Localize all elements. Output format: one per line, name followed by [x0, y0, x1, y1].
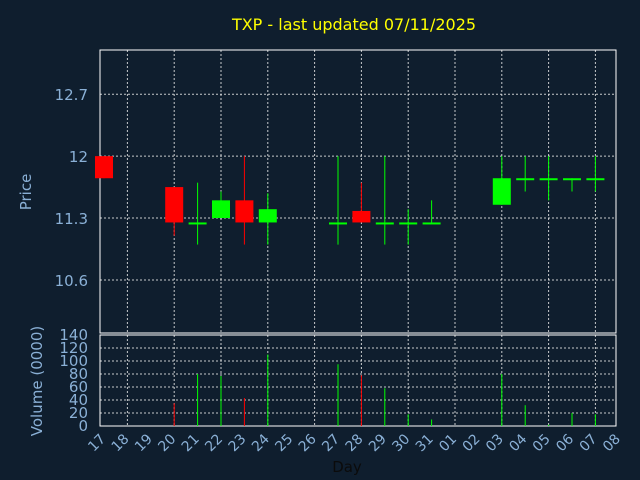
x-tick-label: 05 — [530, 431, 554, 455]
x-tick-label: 25 — [272, 431, 296, 455]
x-tick-label: 17 — [85, 431, 109, 455]
candle — [352, 182, 371, 223]
price-tick-label: 10.6 — [55, 272, 88, 290]
candle — [492, 156, 511, 205]
volume-frame — [99, 334, 617, 427]
price-tick-label: 12.7 — [55, 86, 88, 104]
x-tick-label: 28 — [343, 431, 367, 455]
x-tick-label: 19 — [132, 431, 156, 455]
candle — [329, 156, 347, 245]
candle-body — [95, 156, 113, 179]
volume-tick-label: 120 — [59, 339, 88, 357]
x-tick-label: 01 — [436, 431, 460, 455]
candle-body — [329, 222, 347, 225]
x-tick-label: 03 — [483, 431, 507, 455]
candle — [516, 156, 535, 192]
candle — [563, 178, 581, 192]
candle-body — [399, 222, 418, 225]
volume-tick-label: 0 — [78, 417, 88, 435]
candle — [375, 156, 394, 245]
x-tick-label: 06 — [553, 431, 577, 455]
candle — [539, 156, 558, 201]
volume-tick-label: 80 — [69, 365, 88, 383]
volume-axis-label: Volume (0000) — [28, 326, 46, 436]
volume-tick-label: 60 — [69, 378, 88, 396]
candle-body — [375, 222, 394, 225]
x-tick-label: 22 — [202, 431, 226, 455]
candle — [95, 156, 113, 179]
x-tick-label: 08 — [600, 431, 624, 455]
candle — [212, 191, 230, 219]
x-tick-label: 02 — [460, 431, 484, 455]
candle — [258, 193, 277, 245]
x-axis-ticks: 17 18 19 20 21 22 23 24 25 26 27 28 29 30 31 01 02 03 04 05… — [85, 431, 624, 455]
price-tick-label: 11.3 — [55, 210, 88, 228]
volume-tick-label: 140 — [59, 326, 88, 344]
candle-body — [539, 178, 558, 181]
x-tick-label: 26 — [296, 431, 320, 455]
x-tick-label: 20 — [155, 431, 179, 455]
x-tick-label: 31 — [413, 431, 437, 455]
candle-body — [422, 222, 441, 225]
candle — [422, 200, 441, 225]
x-axis-label: Day — [332, 458, 362, 476]
price-panel: 10.6 11.3 12 12.7 — [55, 49, 617, 334]
x-tick-label: 30 — [389, 431, 413, 455]
x-tick-label: 21 — [179, 431, 203, 455]
x-tick-label: 27 — [319, 431, 343, 455]
price-tick-label: 12 — [69, 148, 88, 166]
candle — [165, 187, 184, 236]
volume-tick-label: 40 — [69, 391, 88, 409]
candle-body — [212, 200, 230, 219]
candle-body — [352, 210, 371, 223]
chart-title: TXP - last updated 07/11/2025 — [231, 15, 476, 34]
candle-body — [188, 222, 207, 225]
candle-body — [165, 187, 184, 223]
candle-body — [492, 178, 511, 205]
price-axis-label: Price — [17, 174, 35, 211]
x-tick-label: 07 — [577, 431, 601, 455]
x-tick-label: 24 — [249, 431, 273, 455]
candle — [235, 156, 254, 245]
candle-body — [516, 178, 535, 181]
x-tick-label: 29 — [366, 431, 390, 455]
price-frame — [99, 49, 617, 334]
x-tick-label: 04 — [506, 431, 530, 455]
candle-body — [563, 178, 581, 181]
candle-body — [586, 178, 605, 181]
x-tick-label: 18 — [109, 431, 133, 455]
candle — [188, 182, 207, 245]
volume-tick-label: 100 — [59, 352, 88, 370]
volume-tick-label: 20 — [69, 404, 88, 422]
candle-body — [235, 200, 254, 223]
x-tick-label: 23 — [226, 431, 250, 455]
candle-body — [258, 209, 277, 223]
candle — [399, 209, 418, 245]
candle — [586, 156, 605, 192]
